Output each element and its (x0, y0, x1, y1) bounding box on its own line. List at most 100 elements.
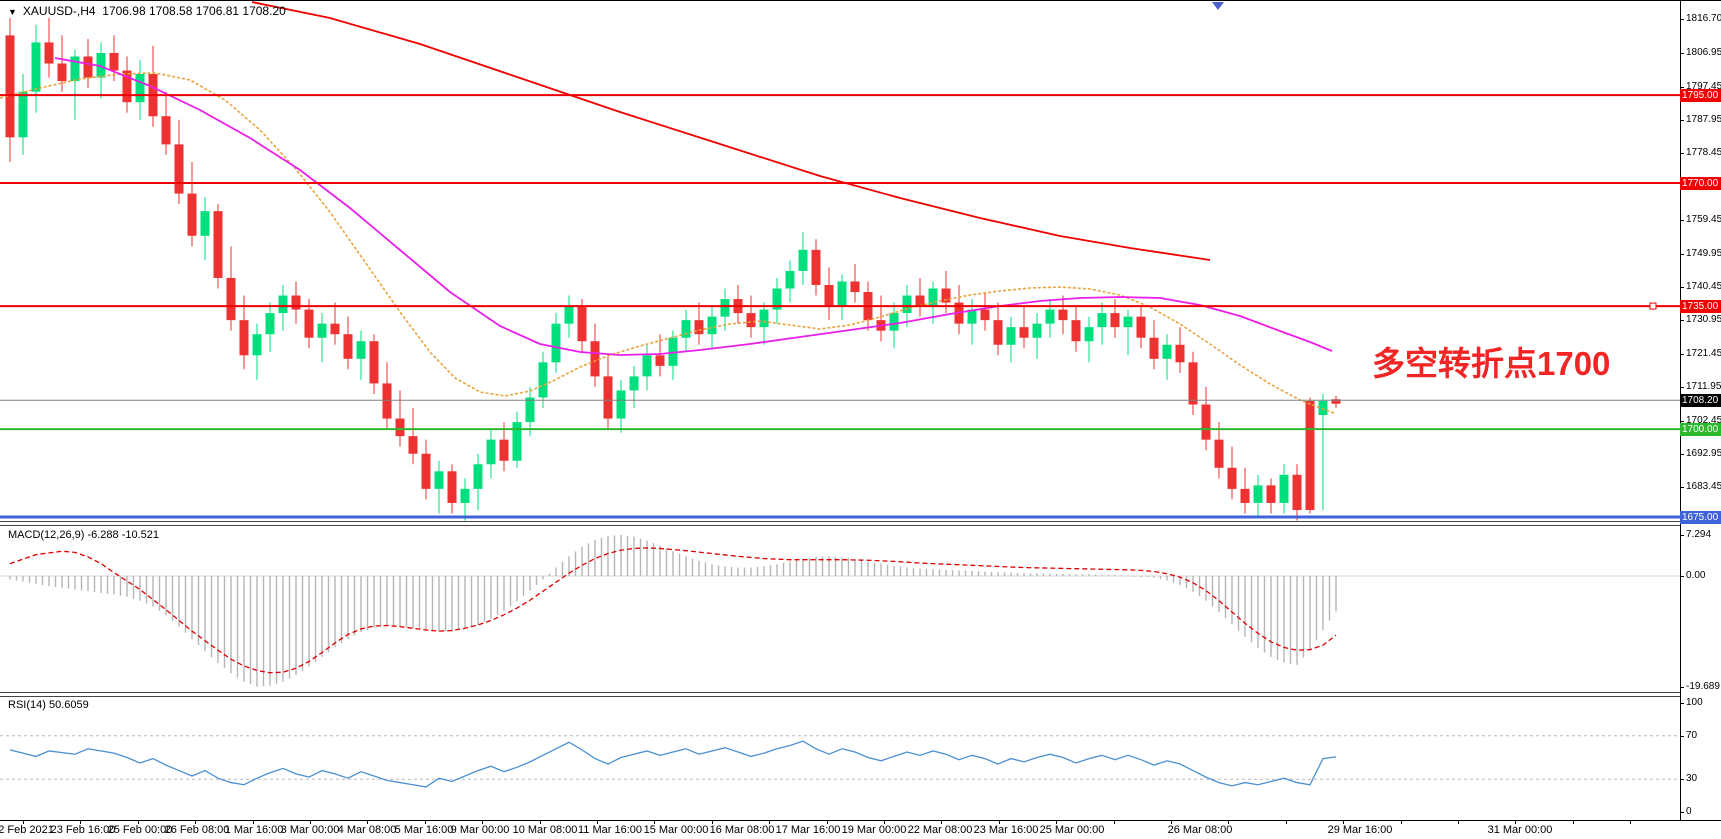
rsi-indicator-label: RSI(14) 50.6059 (8, 699, 89, 711)
time-tick (1056, 821, 1058, 824)
price-tick (1680, 353, 1684, 355)
macd-indicator-label: MACD(12,26,9) -6.288 -10.521 (8, 529, 160, 541)
time-axis-label: 3 Mar 00:00 (280, 824, 340, 836)
price-tick-label: 1797.45 (1686, 80, 1721, 92)
time-tick (1228, 821, 1230, 824)
time-tick (1400, 821, 1402, 824)
text-annotation[interactable]: 多空转折点1700 (1372, 345, 1611, 382)
time-axis-label: 22 Feb 2021 (0, 824, 54, 836)
price-level-badge[interactable]: 1795.00 (1680, 88, 1721, 102)
price-tick-label: 1759.45 (1686, 214, 1721, 226)
candlestick-series (5, 17, 1341, 521)
price-tick-label: 1730.95 (1686, 314, 1721, 326)
price-tick (1680, 387, 1684, 389)
time-axis-label: 16 Mar 08:00 (709, 824, 775, 836)
time-tick (23, 821, 24, 824)
time-axis-label: 23 Mar 16:00 (973, 824, 1039, 836)
price-tick-label: 1816.70 (1686, 12, 1721, 24)
main-price-chart[interactable] (0, 0, 1681, 521)
price-tick (1680, 53, 1684, 55)
ma-magenta-line (54, 57, 1333, 356)
time-tick (1343, 821, 1345, 824)
rsi-tick-label: 70 (1686, 729, 1698, 741)
price-tick-label: 1740.45 (1686, 280, 1721, 292)
time-axis-label: 22 Mar 08:00 (907, 824, 973, 836)
rsi-indicator-panel[interactable] (0, 696, 1681, 820)
time-tick (884, 821, 885, 824)
time-axis-label: 15 Mar 00:00 (643, 824, 709, 836)
line-handle (1649, 302, 1657, 310)
price-tick (1680, 153, 1684, 155)
time-tick (252, 821, 254, 824)
time-axis-line (0, 820, 1721, 821)
price-tick-label: 1692.95 (1686, 447, 1721, 459)
time-tick (137, 821, 139, 824)
time-tick (826, 821, 828, 824)
rsi-tick (1680, 779, 1684, 781)
macd-indicator-panel[interactable] (0, 525, 1681, 692)
macd-tick-label: -19.689 (1686, 680, 1720, 692)
time-axis-label: 26 Feb 08:00 (164, 824, 230, 836)
time-tick (367, 821, 369, 824)
price-tick-label: 1787.95 (1686, 113, 1721, 125)
price-tick (1680, 286, 1684, 288)
rsi-tick (1680, 735, 1684, 737)
time-tick (539, 821, 541, 824)
time-axis-label: 26 Mar 08:00 (1167, 824, 1233, 836)
macd-histogram (9, 534, 1337, 687)
macd-tick (1680, 686, 1684, 688)
time-tick (424, 821, 426, 824)
symbol-period-label: XAUUSD-,H4 (22, 4, 96, 18)
time-tick (310, 821, 311, 824)
panel-separator[interactable] (0, 521, 1681, 526)
time-tick (1515, 821, 1517, 824)
price-tick (1680, 320, 1684, 322)
time-tick (769, 821, 771, 824)
price-tick-label: 1683.45 (1686, 481, 1721, 493)
price-level-badge[interactable]: 1675.00 (1680, 510, 1721, 524)
price-level-badge[interactable]: 1770.00 (1680, 176, 1721, 190)
time-tick (711, 821, 713, 824)
price-tick-label: 1778.45 (1686, 147, 1721, 159)
price-tick (1680, 119, 1684, 121)
price-tick (1680, 453, 1684, 455)
price-tick (1680, 86, 1684, 88)
chart-title: ▼ XAUUSD-,H4 1706.98 1708.58 1706.81 1708… (8, 4, 286, 18)
macd-tick (1680, 576, 1684, 577)
time-tick (998, 821, 1000, 824)
time-axis-label: 31 Mar 00:00 (1487, 824, 1553, 836)
macd-tick (1680, 534, 1684, 536)
price-tick (1680, 220, 1684, 222)
time-tick (597, 821, 598, 824)
rsi-tick-label: 100 (1686, 697, 1703, 708)
macd-tick-label: 7.294 (1686, 528, 1712, 540)
time-axis-label: 4 Mar 08:00 (337, 824, 397, 836)
price-tick-label: 1702.45 (1686, 414, 1721, 426)
price-level-badge[interactable]: 1700.00 (1680, 422, 1721, 436)
price-tick (1680, 253, 1684, 255)
chart-shift-marker-icon[interactable] (1212, 2, 1224, 10)
ohlc-readout: 1706.98 1708.58 1706.81 1708.20 (102, 4, 286, 18)
time-axis-label: 25 Mar 00:00 (1039, 824, 1105, 836)
ma-orange-line (0, 72, 1335, 414)
time-axis-label: 9 Mar 00:00 (450, 824, 510, 836)
price-level-badge[interactable]: 1735.00 (1680, 299, 1721, 313)
price-tick (1680, 18, 1684, 20)
time-tick (80, 821, 82, 824)
time-axis-label: 17 Mar 16:00 (775, 824, 841, 836)
price-tick (1680, 420, 1684, 422)
macd-signal-line (9, 547, 1337, 674)
bid-price-badge[interactable]: 1708.20 (1680, 393, 1721, 407)
price-axis-line (1680, 0, 1681, 820)
price-tick-label: 1711.95 (1686, 381, 1721, 393)
price-tick-label: 1749.95 (1686, 247, 1721, 259)
panel-separator[interactable] (0, 692, 1681, 697)
time-tick (1630, 821, 1632, 824)
chevron-down-icon[interactable]: ▼ (8, 7, 17, 17)
time-axis-label: 5 Mar 16:00 (394, 824, 454, 836)
time-axis-label: 10 Mar 08:00 (512, 824, 578, 836)
time-axis-label: 25 Feb 00:00 (107, 824, 173, 836)
macd-tick-label: 0.00 (1686, 570, 1706, 581)
time-axis-label: 29 Mar 16:00 (1327, 824, 1393, 836)
